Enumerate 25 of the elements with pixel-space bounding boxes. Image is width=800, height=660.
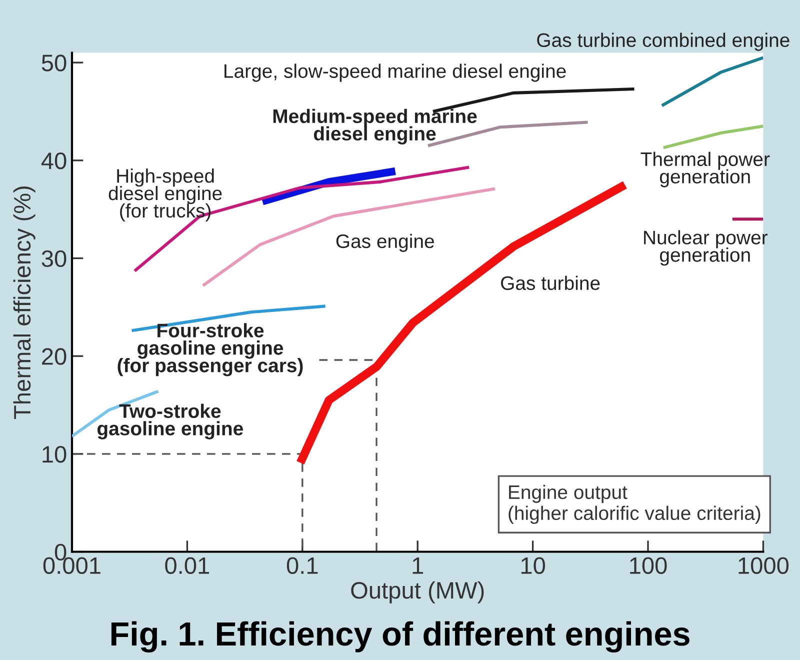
y-tick-label: 50 [42, 54, 66, 72]
text: Gas turbine combined engine [537, 32, 790, 51]
annotation: Gas turbine [501, 276, 600, 290]
annotation: Large, slow-speed marine diesel engine [224, 64, 566, 82]
x-tick-label: 10 [521, 557, 546, 574]
annotation: Nuclear power generation [644, 230, 768, 266]
annotation: Four-stroke gasoline engine (for passenger cars) [118, 323, 303, 376]
y-tick-label: 10 [42, 446, 66, 463]
y-tick-label: 40 [41, 152, 66, 170]
x-tick-label: 100 [630, 557, 667, 574]
annotation: Medium-speed marine diesel engine [273, 108, 477, 144]
y-tick-label: 20 [42, 348, 66, 365]
x-tick-label: 1000 [738, 557, 789, 574]
annotation: Gas engine [336, 234, 434, 252]
annotation: Two-stroke gasoline engine [97, 404, 243, 440]
x-tick-label: 0.1 [286, 557, 318, 574]
x-axis-title: Output (MW) [351, 581, 484, 604]
annotation: Thermal power generation [640, 152, 770, 188]
x-tick-label: 0.01 [165, 557, 210, 574]
text: Fig. 1. Efficiency of different engines [111, 621, 690, 653]
annotation: Engine output (higher calorific value criteria) [508, 484, 760, 524]
annotation: High-speed diesel engine (for trucks) [108, 168, 222, 222]
y-tick-label: 30 [42, 250, 66, 268]
x-tick-label: 1 [412, 557, 424, 574]
y-axis-title: Thermal efficiency (%) [13, 186, 36, 419]
